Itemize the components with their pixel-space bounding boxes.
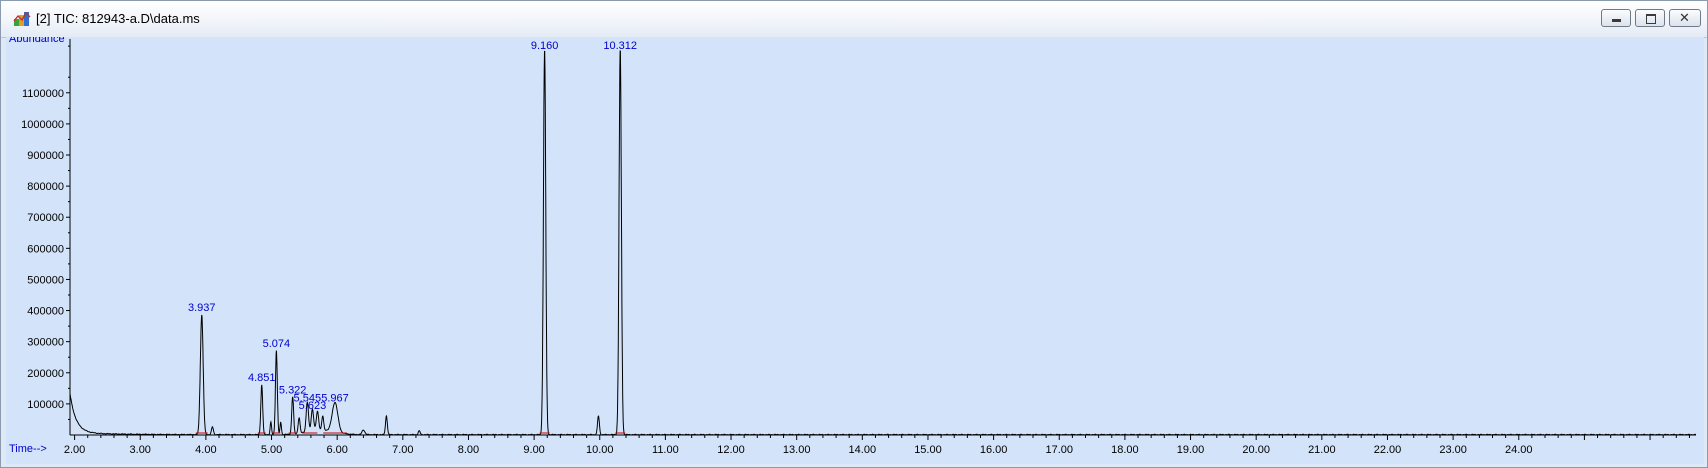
y-tick-label: 800000 [27,181,64,193]
tic-trace-line [69,50,1697,436]
y-tick-label: 1100000 [22,88,64,100]
x-tick-label: 11.00 [652,444,679,456]
x-tick-label: 8.00 [458,444,479,456]
y-tick-label: 600000 [27,243,64,255]
window-title: [2] TIC: 812943-a.D\data.ms [36,11,200,26]
x-tick-label: 14.00 [849,444,877,456]
peak-label: 5.623 [299,400,327,412]
minimize-button[interactable] [1601,9,1631,27]
close-button[interactable]: ✕ [1669,9,1701,27]
x-tick-label: 23.00 [1439,444,1467,456]
peak-label: 4.851 [248,372,276,384]
x-tick-label: 21.00 [1308,444,1336,456]
peak-label: 5.074 [263,338,291,350]
chromatogram-chart[interactable]: 100000 200000 300000 400000 500000 600000 7000… [6,37,1704,464]
close-icon: ✕ [1679,10,1690,25]
y-tick-label: 200000 [27,368,64,380]
y-tick-label: 700000 [27,212,64,224]
x-tick-label: 12.00 [717,444,745,456]
peak-label: 10.312 [603,40,637,52]
x-axis-label: Time--> [9,443,47,455]
minimize-icon [1612,19,1621,22]
y-tick-label: 1000000 [21,119,64,131]
x-tick-label: 15.00 [914,444,942,456]
y-tick-label: 100000 [27,399,64,411]
x-tick-label: 16.00 [980,444,1008,456]
title-bar[interactable]: [2] TIC: 812943-a.D\data.ms ✕ [1,1,1707,38]
x-tick-label: 4.00 [195,444,216,456]
peak-label: 9.160 [531,40,559,52]
x-tick-label: 19.00 [1177,444,1205,456]
x-tick-label: 6.00 [326,444,347,456]
x-tick-label: 24.00 [1505,444,1533,456]
x-tick-label: 5.00 [261,444,282,456]
peak-label: 5.322 [279,385,307,397]
x-tick-label: 17.00 [1045,444,1073,456]
x-tick-label: 13.00 [783,444,811,456]
peak-label: 5.545 [294,392,322,404]
y-tick-label: 900000 [27,150,64,162]
x-tick-label: 2.00 [64,444,85,456]
peak-label: 5.967 [321,392,349,404]
y-tick-label: 300000 [27,337,64,349]
x-tick-label: 7.00 [392,444,413,456]
x-tick-label: 9.00 [523,444,544,456]
x-tick-label: 3.00 [130,444,151,456]
x-tick-label: 18.00 [1111,444,1139,456]
x-tick-label: 10.00 [586,444,614,456]
x-tick-label: 22.00 [1374,444,1402,456]
y-tick-label: 400000 [27,306,64,318]
peak-label: 3.937 [188,302,216,314]
y-tick-label: 500000 [27,274,64,286]
y-axis-label: Abundance [9,37,65,45]
maximize-button[interactable] [1635,9,1665,27]
maximize-icon [1646,14,1656,24]
plot-area[interactable]: 100000 200000 300000 400000 500000 600000 7000… [6,37,1704,464]
chromatogram-app-icon [13,11,31,26]
x-tick-label: 20.00 [1242,444,1270,456]
